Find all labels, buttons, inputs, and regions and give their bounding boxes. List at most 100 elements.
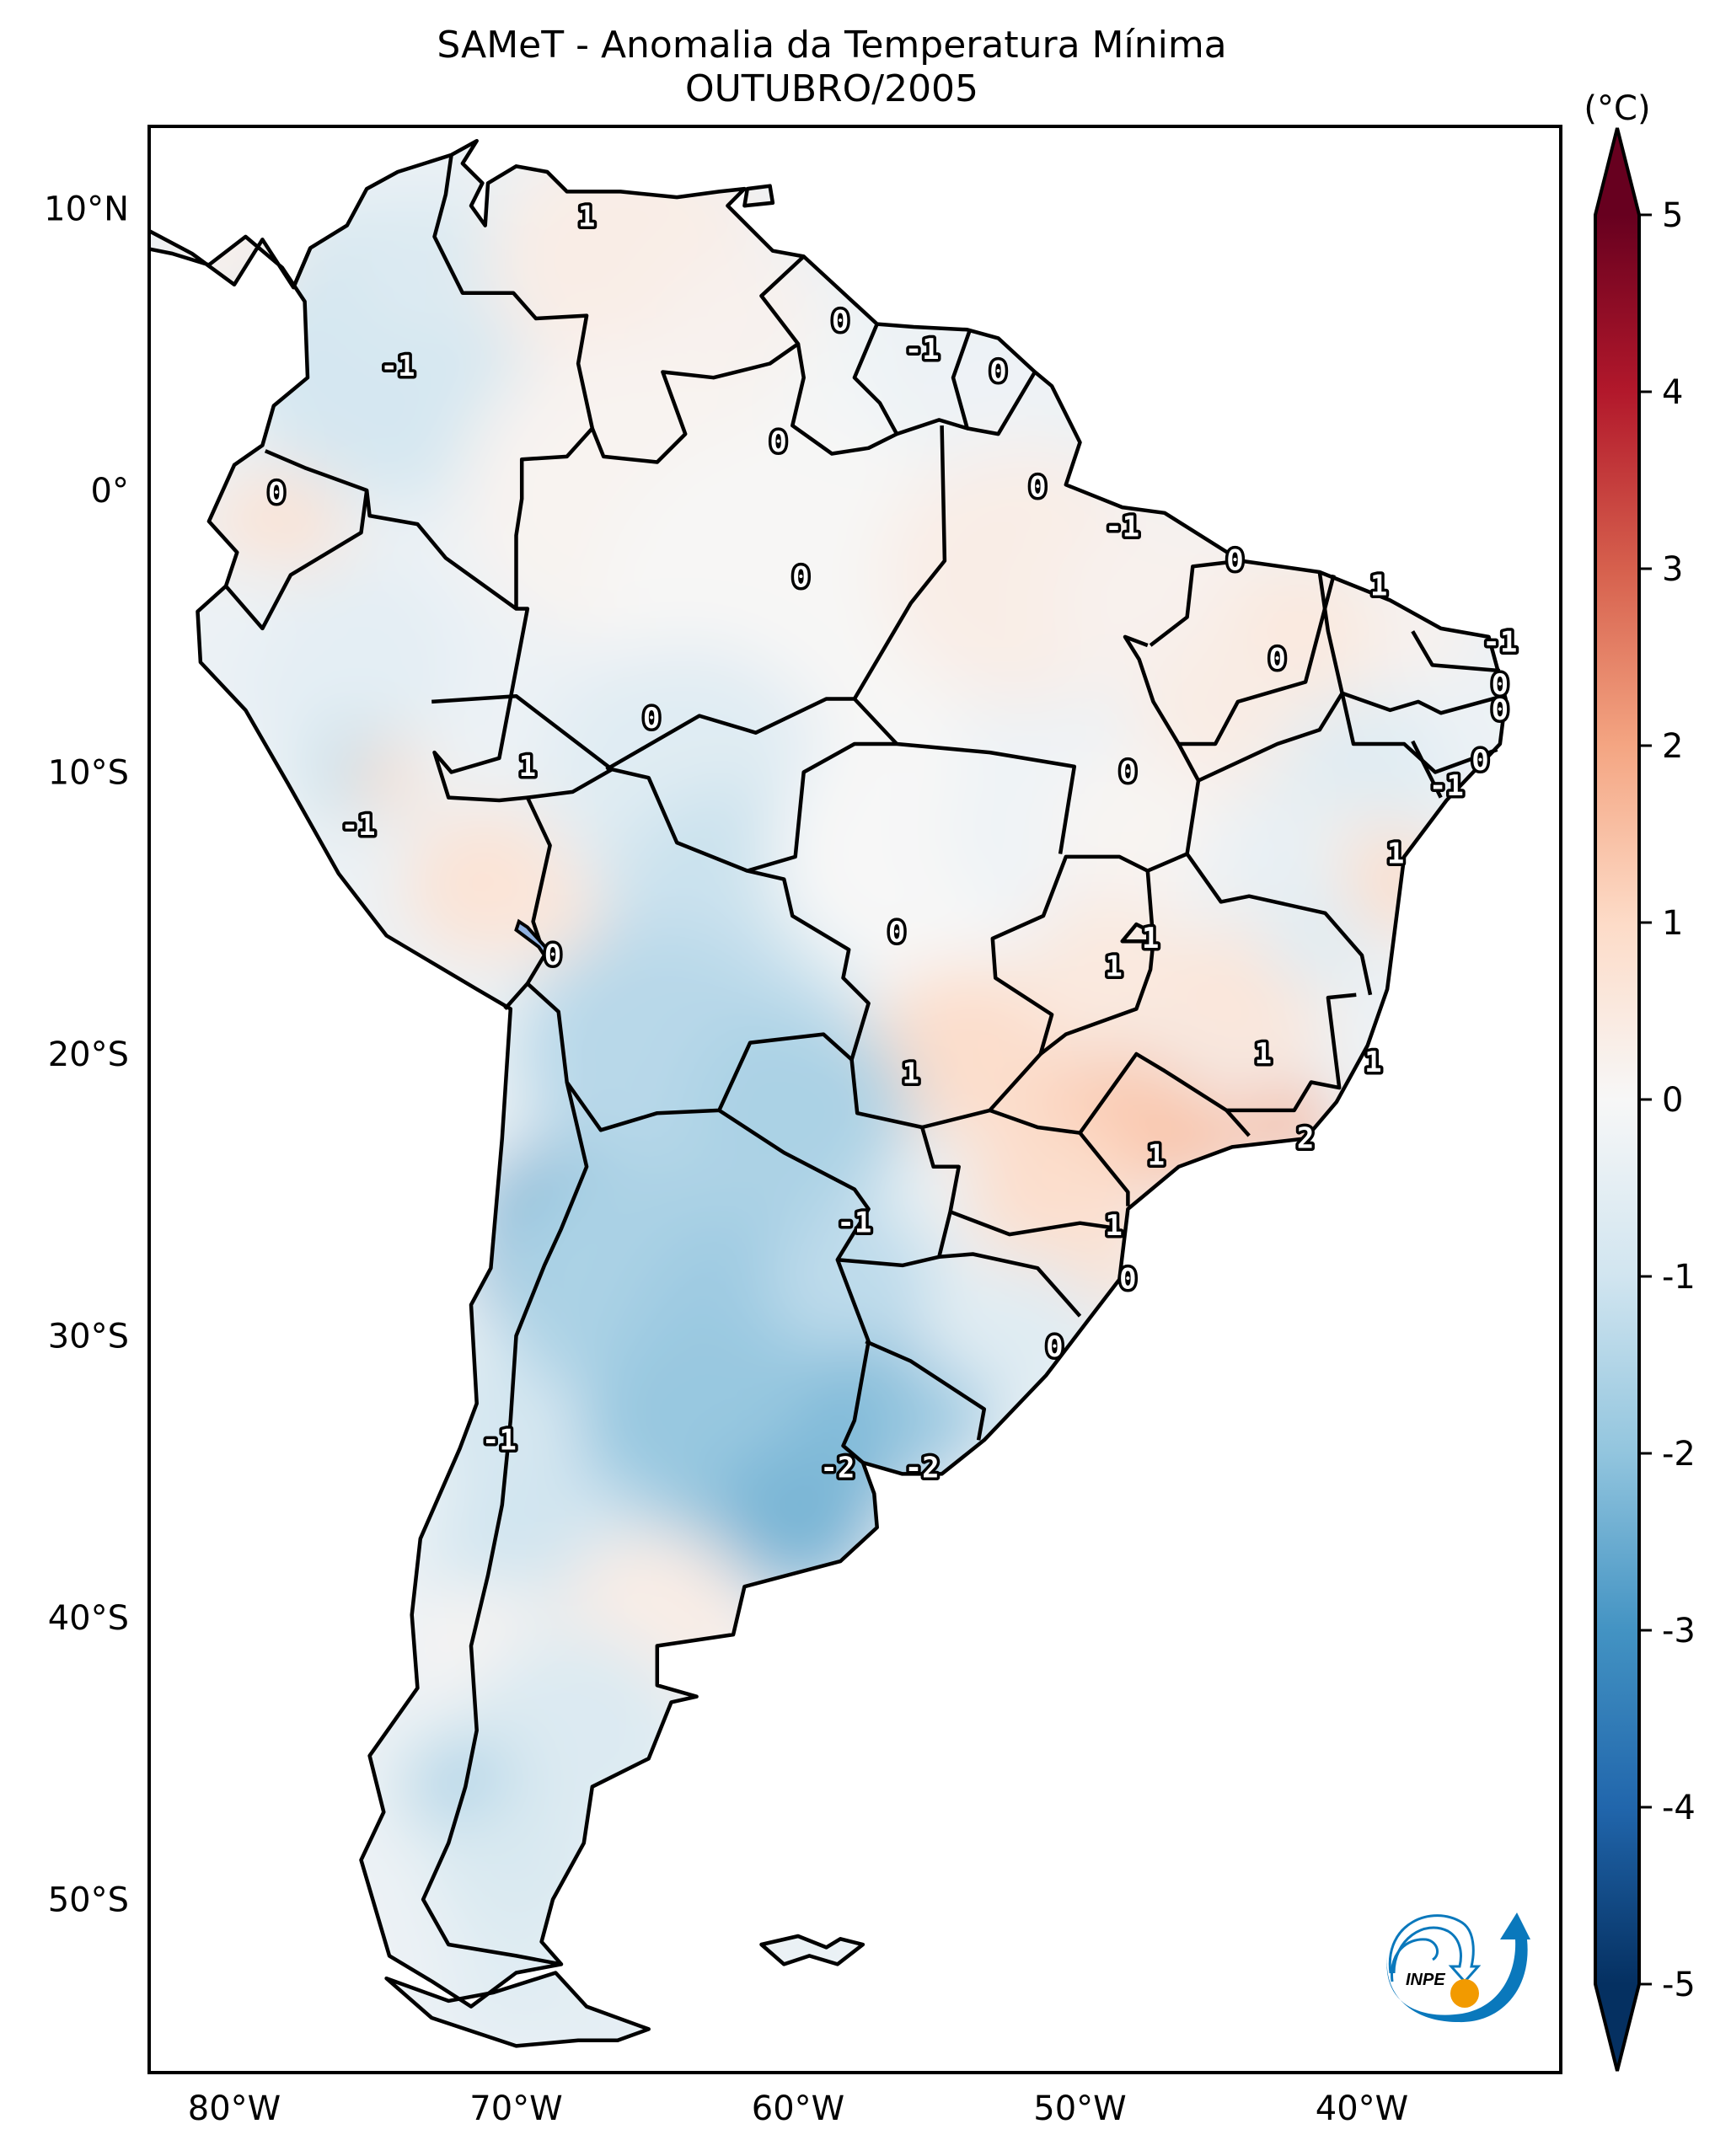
colorbar-extend-min [1595, 1984, 1639, 2071]
contour-label: 0 [769, 425, 786, 459]
border-line [421, 1081, 589, 1966]
colorbar-tick-label: 0 [1662, 1081, 1683, 1120]
contour-label: -1 [482, 1423, 517, 1457]
border-line [431, 693, 614, 771]
colorbar-tick-label: 2 [1662, 727, 1683, 766]
contour-label: 1 [1387, 837, 1404, 871]
contour-label: -1 [837, 1206, 871, 1240]
inpe-logo: INPE [1386, 1913, 1530, 2023]
anomaly-blob [352, 745, 426, 811]
contour-label: 1 [903, 1057, 919, 1090]
anomaly-blob [234, 558, 460, 762]
contour-label: 0 [1119, 1263, 1136, 1297]
border-line [949, 1210, 1120, 1237]
border-line [292, 247, 313, 289]
border-line [432, 154, 595, 609]
colorbar-tick-label: -2 [1662, 1435, 1696, 1474]
lat-tick-label: 50°S [48, 1881, 129, 1920]
border-line [1149, 559, 1241, 647]
anomaly-blob [1262, 890, 1376, 992]
colorbar-tick-label: -1 [1662, 1258, 1696, 1297]
border-line [1185, 853, 1373, 996]
contour-label: 1 [1105, 950, 1122, 983]
anomaly-blob [572, 1996, 657, 2046]
border-line [852, 425, 947, 700]
border-line [865, 1340, 987, 1441]
anomaly-blob [1136, 639, 1306, 792]
contour-label: -2 [905, 1452, 940, 1485]
contour-label: 0 [268, 476, 285, 510]
colorbar-gradient [1595, 215, 1639, 1984]
colorbar: 5 4 3 2 1 0 -1 -2 -3 -4 -5 (°C) [1584, 89, 1696, 2072]
lat-tick-label: 10°N [44, 190, 129, 229]
anomaly-blob [1249, 1086, 1334, 1163]
contour-label: 1 [578, 201, 595, 234]
contour-label: -1 [1429, 769, 1464, 803]
lat-tick-label: 20°S [48, 1035, 129, 1074]
contour-label: 1 [1370, 570, 1387, 603]
contour-label: 0 [1492, 668, 1509, 702]
border-line [1341, 691, 1503, 715]
lake-titicaca [514, 918, 555, 968]
border-line [526, 982, 854, 1132]
border-line [224, 490, 369, 631]
map-frame [147, 125, 1562, 2074]
anomaly-blob [882, 1369, 996, 1472]
anomaly-blob [1052, 752, 1221, 905]
contour-label: 1 [1148, 1138, 1165, 1172]
border-line [1198, 571, 1344, 783]
border-line [1411, 740, 1443, 799]
lon-tick-label: 50°W [1033, 2089, 1126, 2128]
contour-label: -1 [341, 809, 376, 843]
coastline [149, 138, 1508, 2009]
border-line [605, 697, 898, 772]
lon-tick-label: 70°W [469, 2089, 562, 2128]
contour-label: 0 [1046, 1330, 1063, 1364]
contour-label: 0 [832, 304, 849, 338]
latitude-axis: 10°N 0° 10°S 20°S 30°S 40°S 50°S [44, 190, 129, 1920]
anomaly-blob [1207, 793, 1348, 921]
colorbar-extend-max [1595, 128, 1639, 215]
contour-label: -2 [820, 1452, 855, 1485]
border-line [1411, 630, 1501, 673]
contour-label: 0 [989, 356, 1006, 389]
border-line [1039, 940, 1155, 1056]
colorbar-unit: (°C) [1584, 89, 1650, 128]
anomaly-blob [769, 1912, 855, 1988]
contour-label: -1 [381, 350, 415, 383]
border-line [1225, 1109, 1251, 1137]
border-line [527, 767, 871, 1061]
contour-label: 0 [1029, 471, 1046, 505]
contour-label: -1 [1105, 510, 1139, 543]
contour-label: 0 [643, 702, 660, 736]
contour-label: 0 [1119, 756, 1136, 789]
anomaly-blob [1023, 893, 1193, 1046]
colorbar-tick-label: 4 [1662, 373, 1683, 412]
colorbar-tick-label: -3 [1662, 1612, 1696, 1650]
contour-label: 0 [1492, 693, 1509, 727]
contour-label: 0 [1226, 544, 1243, 578]
logo-sun [1450, 1979, 1479, 2008]
contour-label: 1 [519, 750, 536, 784]
contour-label: 1 [1142, 922, 1159, 955]
lat-tick-label: 0° [91, 472, 129, 511]
colorbar-tick-label: 3 [1662, 550, 1683, 589]
anomaly-blob [939, 355, 1053, 457]
contour-label: 0 [888, 916, 905, 950]
anomaly-blob [868, 965, 1066, 1143]
anomaly-blob [769, 1203, 940, 1356]
contour-label: 1 [1364, 1046, 1381, 1079]
border-line [790, 323, 899, 456]
colorbar-tick-label: -5 [1662, 1966, 1696, 2004]
border-line [1340, 693, 1498, 774]
coastline [759, 1934, 866, 1966]
border-line [1178, 574, 1336, 746]
lat-tick-label: 40°S [48, 1599, 129, 1638]
border-line [590, 254, 806, 464]
lon-tick-label: 40°W [1316, 2089, 1408, 2128]
chart-title: SAMeT - Anomalia da Temperatura Mínima [437, 24, 1227, 67]
coastline [742, 184, 775, 208]
